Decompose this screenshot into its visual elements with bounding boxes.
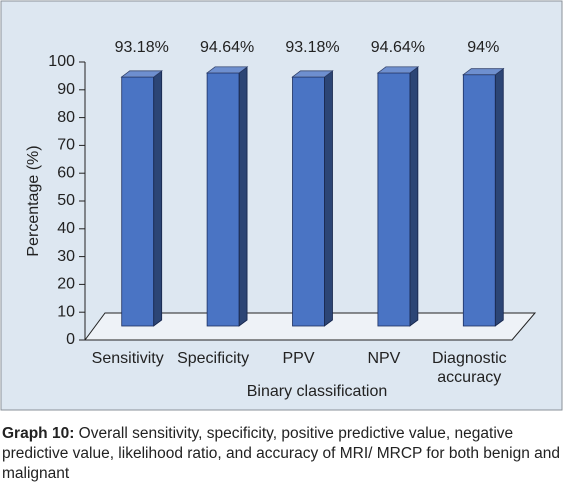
bar-top	[205, 66, 249, 74]
x-tick-label-box: Diagnostic accuracy	[431, 350, 507, 386]
x-tick-label: NPV	[367, 350, 401, 367]
bar-front	[206, 72, 240, 327]
bar-top-shade	[292, 70, 333, 77]
bar-top	[120, 70, 163, 78]
y-tick-label: 10	[57, 303, 75, 320]
y-tick-label: 80	[57, 109, 75, 126]
x-axis-title: Binary classification	[247, 383, 388, 400]
y-tick-label: 100	[48, 53, 75, 70]
data-label: 94.64%	[200, 39, 254, 56]
bar-front	[377, 72, 411, 327]
bar-side-shade	[239, 66, 248, 326]
bar	[291, 70, 334, 327]
y-axis-title: Percentage (%)	[25, 145, 42, 256]
y-tick-label: 60	[57, 164, 75, 181]
bar-top-shade	[377, 66, 418, 73]
bar-top-shade	[207, 66, 248, 73]
data-label: 94.64%	[371, 39, 425, 56]
data-label: 94%	[467, 39, 499, 56]
x-tick-label: Sensitivity	[91, 350, 164, 367]
bar-front	[292, 76, 325, 327]
bar	[120, 70, 163, 327]
bar-front	[121, 76, 155, 327]
bar	[376, 66, 420, 327]
y-tick-label: 20	[57, 276, 75, 293]
bar	[462, 67, 505, 327]
bar-side-shade	[153, 70, 162, 327]
bar-top	[291, 70, 334, 78]
bar-side-shade	[495, 68, 504, 327]
data-label: 93.18%	[115, 39, 169, 56]
x-tick-label-box: PPV	[282, 350, 315, 367]
caption-label: Graph 10:	[2, 425, 75, 442]
chart: Percentage (%) Binary classification 0 10…	[0, 0, 563, 411]
floor	[84, 312, 537, 341]
bar-side-shade	[409, 66, 418, 326]
y-tick-label: 70	[57, 137, 75, 154]
bar-top	[376, 66, 420, 74]
y-tick-label: 40	[57, 220, 75, 237]
data-label: 93.18%	[285, 39, 339, 56]
x-tick-label-box: Specificity	[177, 350, 250, 367]
x-tick-label: Diagnostic accuracy	[431, 350, 507, 386]
x-tick-label-box: NPV	[367, 350, 401, 367]
caption-text: Overall sensitivity, specificity, positi…	[2, 425, 561, 482]
y-tick-label: 30	[57, 248, 75, 265]
caption: Graph 10: Overall sensitivity, specifici…	[2, 424, 564, 484]
bar-front	[462, 74, 496, 327]
bar-top-shade	[463, 68, 504, 75]
bar-top-shade	[121, 70, 162, 77]
x-tick-label: Specificity	[177, 350, 250, 367]
bar-top	[462, 68, 505, 76]
x-tick-label: PPV	[282, 350, 315, 367]
y-tick-label: 90	[57, 81, 75, 98]
bar-side-shade	[324, 70, 333, 327]
bar	[205, 66, 249, 327]
y-tick-label: 0	[66, 331, 75, 348]
y-tick-label: 50	[57, 192, 75, 209]
x-tick-label-box: Sensitivity	[91, 350, 164, 367]
